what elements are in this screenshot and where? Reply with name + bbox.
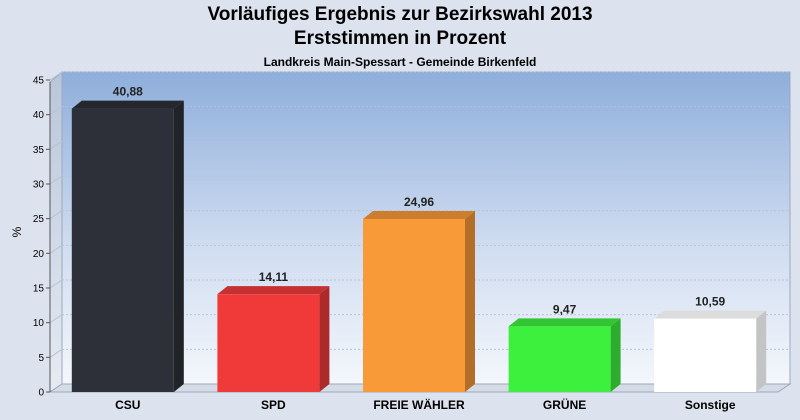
bar-top — [654, 310, 767, 319]
grid-line-side — [49, 210, 63, 220]
grid-line-side — [49, 71, 63, 81]
bar-front — [363, 218, 465, 392]
bar-top — [363, 210, 475, 219]
bar-grüne: 9,47 — [508, 302, 621, 392]
y-tick-label: 40 — [33, 110, 45, 121]
bar-side — [465, 210, 475, 392]
y-tick-label: 0 — [38, 388, 44, 399]
bars: 40,88 14,11 24,96 9,47 10,59 — [71, 85, 767, 392]
grid-line-side — [49, 106, 63, 116]
bar-front — [217, 294, 320, 392]
y-tick-label: 10 — [33, 318, 45, 329]
bar-value-label: 9,47 — [553, 302, 577, 316]
bar-front — [508, 326, 611, 392]
bar-sonstige: 10,59 — [654, 295, 767, 392]
chart-subtitle: Landkreis Main-Spessart - Gemeinde Birke… — [263, 55, 537, 69]
x-tick-label: SPD — [261, 398, 286, 412]
y-tick-label: 5 — [38, 353, 44, 364]
bar-side — [756, 310, 767, 392]
bar-side — [319, 286, 330, 392]
grid-line-side — [49, 279, 63, 289]
y-tick-label: 25 — [33, 214, 45, 225]
bar-front — [71, 108, 174, 392]
bar-value-label: 24,96 — [404, 195, 434, 209]
x-tick-label: GRÜNE — [543, 397, 586, 412]
y-axis-label: % — [10, 226, 24, 237]
grid-line-side — [49, 140, 63, 150]
bar-spd: 14,11 — [217, 270, 330, 392]
grid-line-side — [49, 175, 63, 185]
y-tick-label: 15 — [33, 284, 45, 295]
bar-side — [173, 100, 184, 392]
bar-front — [654, 318, 757, 392]
y-tick-label: 20 — [33, 249, 45, 260]
y-axis: 0 5 10 15 20 25 30 35 40 45 — [33, 76, 51, 399]
y-tick-label: 30 — [33, 180, 45, 191]
chart-title: Vorläufiges Ergebnis zur Bezirkswahl 201… — [207, 4, 593, 25]
bar-top — [71, 100, 184, 109]
bar-freie-wähler: 24,96 — [363, 195, 475, 392]
y-tick-label: 45 — [33, 76, 45, 87]
x-tick-label: Sonstige — [685, 398, 736, 412]
bar-value-label: 10,59 — [695, 295, 725, 309]
bar-side — [610, 318, 621, 392]
x-axis: CSU SPD FREIE WÄHLER GRÜNE Sonstige — [115, 397, 736, 412]
plot-side-wall — [49, 70, 63, 393]
x-tick-label: CSU — [115, 398, 140, 412]
grid-line-side — [49, 314, 63, 324]
grid-line-side — [49, 244, 63, 254]
y-tick-label: 35 — [33, 145, 45, 156]
bar-csu: 40,88 — [71, 85, 184, 392]
grid-line-side — [49, 348, 63, 358]
bar-value-label: 14,11 — [259, 270, 289, 284]
x-tick-label: FREIE WÄHLER — [373, 397, 465, 412]
bar-value-label: 40,88 — [113, 85, 143, 99]
bar-top — [508, 318, 621, 327]
chart-title-line2: Erststimmen in Prozent — [293, 28, 507, 49]
bar-top — [217, 286, 330, 295]
